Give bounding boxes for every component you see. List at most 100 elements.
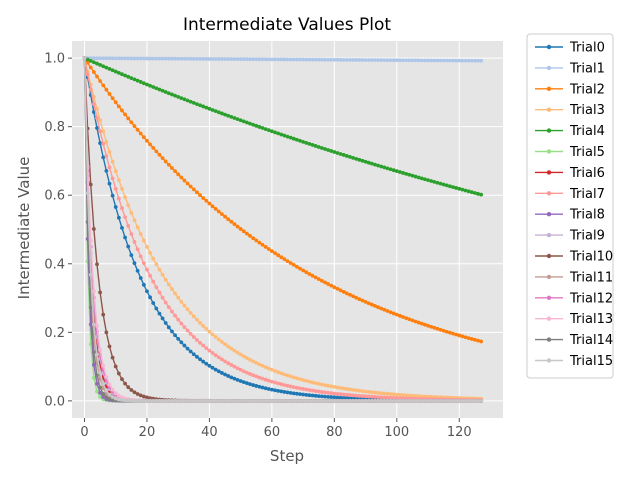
data-point [232, 376, 237, 381]
data-point [176, 336, 181, 341]
data-point [357, 388, 362, 393]
data-point [160, 156, 165, 161]
data-point [170, 329, 174, 334]
data-point [154, 56, 159, 61]
data-point [382, 398, 387, 403]
data-point [213, 367, 218, 372]
data-point [294, 376, 299, 381]
data-point [329, 283, 334, 288]
data-point [260, 126, 265, 130]
data-point [344, 392, 349, 397]
data-point [254, 360, 259, 365]
data-point [232, 222, 237, 227]
data-point [116, 397, 121, 402]
data-point [263, 398, 268, 403]
data-point [335, 286, 340, 291]
data-point [107, 397, 112, 401]
data-point [248, 234, 252, 238]
data-point [151, 56, 156, 61]
data-point [95, 116, 99, 120]
data-point [110, 355, 115, 360]
data-point [379, 391, 384, 396]
data-point [441, 398, 446, 403]
data-point [129, 253, 134, 258]
legend-item-trial13: Trial13 [535, 312, 613, 327]
series-trial2 [82, 56, 484, 344]
data-point [291, 398, 296, 403]
data-point [357, 393, 362, 398]
data-point [95, 324, 99, 328]
data-point [104, 154, 109, 158]
data-point [391, 398, 396, 403]
data-point [232, 116, 237, 120]
data-point [323, 280, 327, 285]
legend-marker [546, 316, 552, 321]
data-point [235, 224, 240, 229]
data-point [91, 350, 96, 354]
data-point [273, 57, 277, 62]
data-point [120, 72, 124, 77]
data-point [360, 389, 365, 394]
data-point [216, 337, 221, 342]
data-point [469, 337, 474, 341]
data-point [379, 395, 384, 400]
data-point [157, 290, 162, 295]
axis-ticks: 0 20 40 60 80 100 120 0.0 0.2 0.4 0.6 0.8 1.0 [44, 52, 471, 440]
data-point [307, 379, 312, 384]
data-point [141, 81, 146, 86]
data-point [157, 56, 162, 61]
data-point [116, 178, 121, 183]
data-point [351, 398, 355, 403]
series-trial15 [82, 56, 484, 403]
data-point [241, 380, 246, 385]
data-point [438, 327, 443, 332]
data-point [316, 389, 321, 394]
data-point [376, 395, 380, 399]
legend-marker [546, 44, 552, 50]
data-point [163, 277, 168, 282]
y-tick-label: 0.0 [44, 394, 65, 409]
data-point [472, 398, 477, 403]
data-point [429, 58, 434, 63]
data-point [173, 398, 177, 403]
data-point [151, 279, 156, 284]
data-point [294, 57, 299, 62]
data-point [191, 101, 196, 105]
data-point [204, 398, 209, 403]
data-point [404, 316, 409, 321]
data-point [310, 398, 315, 403]
data-point [229, 375, 234, 380]
legend-label: Trial3 [569, 103, 605, 118]
data-point [288, 374, 293, 379]
data-point [166, 398, 171, 403]
data-point [329, 395, 334, 399]
data-point [238, 367, 243, 372]
data-point [251, 359, 256, 364]
legend-label: Trial5 [569, 145, 605, 160]
data-point [472, 337, 477, 342]
data-point [451, 398, 455, 403]
data-point [229, 57, 234, 61]
data-point [245, 120, 249, 125]
data-point [338, 392, 343, 397]
data-point [254, 57, 259, 62]
data-point [95, 352, 99, 357]
data-point [363, 299, 368, 304]
data-point [188, 349, 193, 354]
data-point [110, 96, 115, 101]
x-tick-label: 60 [264, 425, 281, 440]
data-point [457, 58, 462, 63]
legend-marker [546, 232, 552, 238]
data-point [319, 382, 324, 387]
data-point [248, 357, 252, 362]
data-point [373, 395, 377, 399]
data-point [220, 357, 224, 362]
data-point [210, 204, 215, 209]
data-point [251, 236, 256, 241]
data-point [279, 389, 284, 394]
data-point [129, 76, 134, 80]
data-point [223, 57, 227, 61]
data-point [107, 67, 112, 71]
data-point [316, 145, 321, 149]
data-point [466, 58, 471, 63]
